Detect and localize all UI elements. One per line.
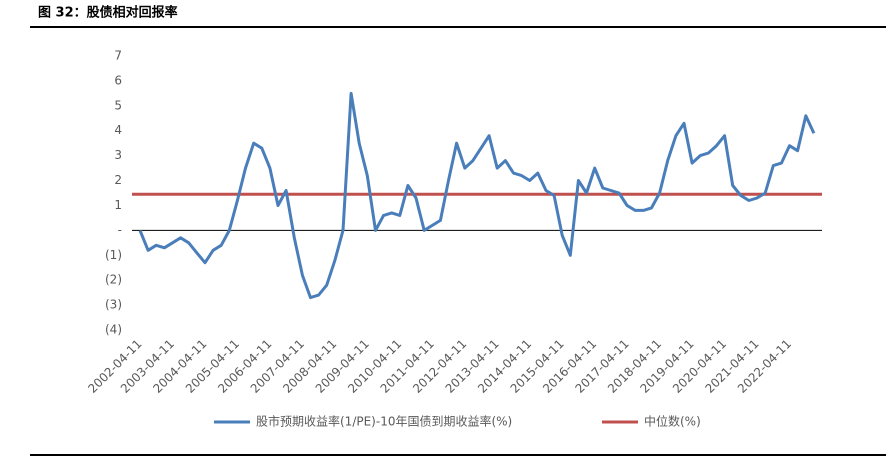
chart-title: 图 32：股债相对回报率 (38, 5, 178, 21)
y-tick-label: 6 (114, 73, 122, 87)
y-tick-label: (4) (105, 323, 122, 337)
y-tick-label: 2 (114, 173, 122, 187)
y-tick-label: - (118, 223, 122, 237)
y-tick-label: 4 (114, 123, 122, 137)
y-tick-label: 5 (114, 98, 122, 112)
y-tick-label: (2) (105, 273, 122, 287)
legend-label: 中位数(%) (644, 414, 701, 429)
y-tick-label: 1 (114, 198, 122, 212)
y-tick-label: 7 (114, 49, 122, 63)
legend-label: 股市预期收益率(1/PE)-10年国债到期收益率(%) (256, 414, 512, 429)
y-tick-label: (3) (105, 298, 122, 312)
series-line (138, 91, 816, 300)
y-tick-label: 3 (114, 148, 122, 162)
y-tick-label: (1) (105, 248, 122, 262)
